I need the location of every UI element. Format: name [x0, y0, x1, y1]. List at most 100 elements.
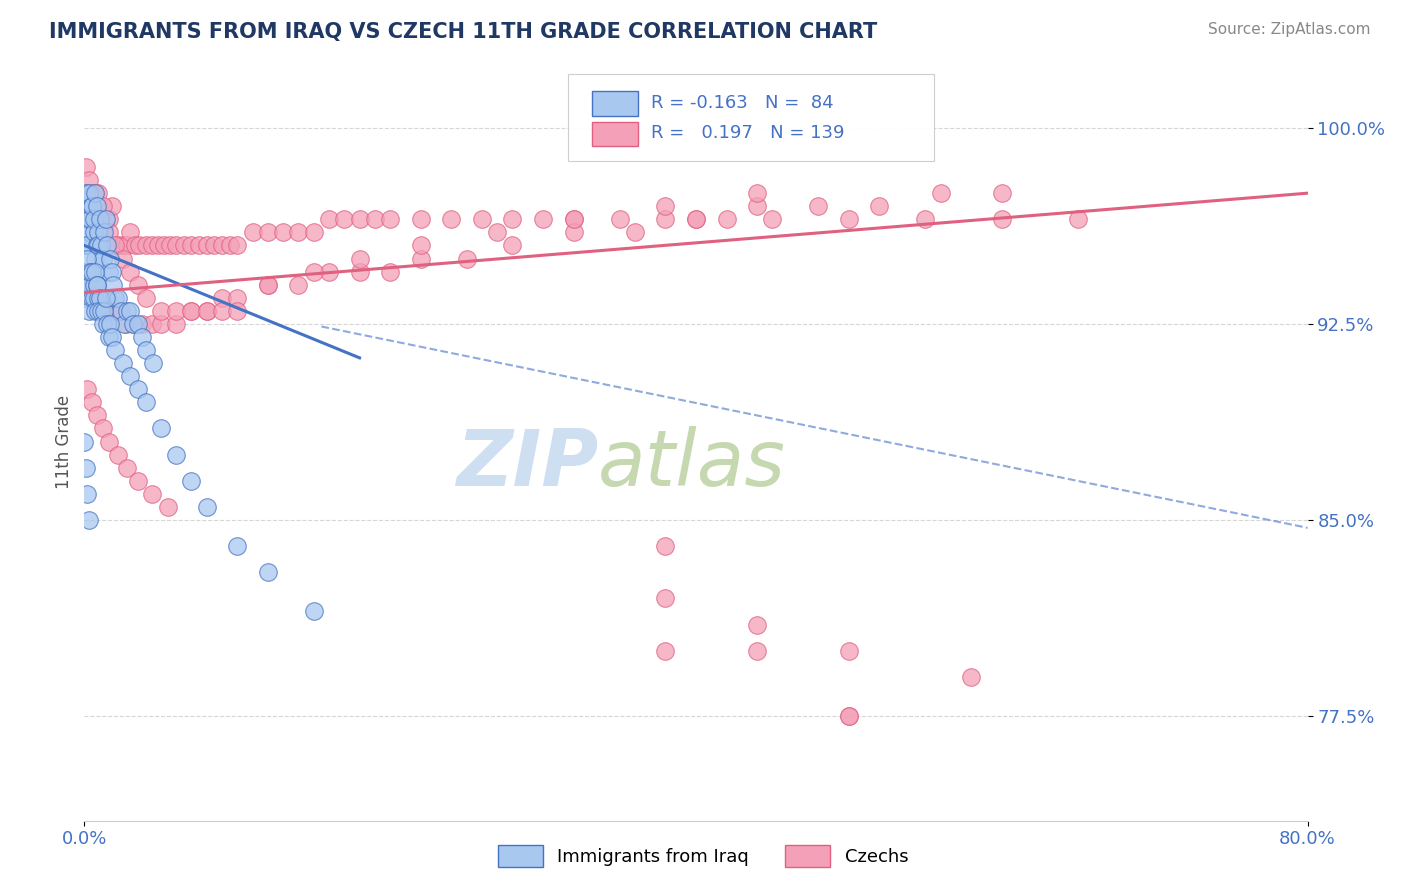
- Point: [84, 186, 107, 201]
- Point: [77, 303, 100, 318]
- Point: [80, 291, 103, 305]
- Point: [79, 212, 101, 227]
- Point: [97, 264, 120, 278]
- Point: [287, 226, 309, 240]
- Point: [153, 238, 176, 252]
- Point: [142, 356, 165, 370]
- Point: [716, 212, 738, 227]
- Point: [180, 303, 202, 318]
- Point: [531, 212, 554, 227]
- Point: [96, 238, 118, 252]
- Point: [135, 238, 157, 252]
- Point: [75, 212, 97, 227]
- Point: [90, 303, 112, 318]
- Point: [87, 226, 110, 240]
- Point: [94, 303, 117, 318]
- Point: [302, 226, 325, 240]
- Point: [80, 199, 103, 213]
- Point: [97, 434, 120, 449]
- Point: [1067, 212, 1090, 227]
- Point: [195, 303, 218, 318]
- Point: [96, 317, 118, 331]
- Legend: Immigrants from Iraq, Czechs: Immigrants from Iraq, Czechs: [491, 838, 915, 874]
- Point: [76, 382, 98, 396]
- Point: [75, 291, 97, 305]
- Point: [131, 330, 153, 344]
- Point: [685, 212, 707, 227]
- Point: [211, 291, 233, 305]
- Point: [960, 670, 983, 684]
- Point: [838, 709, 860, 723]
- Point: [122, 317, 145, 331]
- Point: [120, 226, 142, 240]
- Point: [86, 212, 108, 227]
- Point: [211, 238, 233, 252]
- Point: [120, 369, 142, 384]
- Point: [929, 186, 952, 201]
- Point: [654, 212, 676, 227]
- Point: [226, 291, 249, 305]
- Point: [747, 199, 769, 213]
- Point: [90, 238, 112, 252]
- Text: ZIP: ZIP: [456, 426, 598, 502]
- Point: [76, 487, 98, 501]
- Point: [165, 303, 187, 318]
- Point: [257, 277, 280, 292]
- Point: [89, 291, 111, 305]
- Point: [84, 303, 107, 318]
- Point: [76, 252, 98, 266]
- Point: [97, 330, 120, 344]
- Point: [79, 212, 101, 227]
- Point: [83, 199, 105, 213]
- Point: [869, 199, 891, 213]
- Point: [914, 212, 936, 227]
- Point: [107, 303, 129, 318]
- Point: [112, 317, 135, 331]
- Point: [287, 277, 309, 292]
- Text: Source: ZipAtlas.com: Source: ZipAtlas.com: [1208, 22, 1371, 37]
- Point: [122, 317, 145, 331]
- Point: [94, 212, 117, 227]
- Point: [77, 186, 100, 201]
- Point: [409, 252, 432, 266]
- Point: [97, 212, 120, 227]
- Point: [91, 421, 114, 435]
- Point: [502, 238, 524, 252]
- Point: [79, 277, 101, 292]
- Point: [349, 212, 371, 227]
- Point: [83, 291, 105, 305]
- Point: [195, 303, 218, 318]
- Point: [104, 238, 127, 252]
- Point: [226, 303, 249, 318]
- Point: [76, 199, 98, 213]
- Point: [165, 317, 187, 331]
- Point: [127, 382, 149, 396]
- Point: [654, 199, 676, 213]
- Point: [75, 460, 97, 475]
- Point: [226, 539, 249, 553]
- Point: [135, 395, 157, 409]
- Point: [84, 186, 107, 201]
- Point: [77, 513, 100, 527]
- Point: [624, 226, 647, 240]
- Point: [127, 277, 149, 292]
- Point: [84, 264, 107, 278]
- Point: [83, 277, 105, 292]
- Point: [165, 238, 187, 252]
- Point: [86, 409, 108, 423]
- Point: [111, 356, 134, 370]
- Point: [180, 474, 202, 488]
- Point: [838, 212, 860, 227]
- Point: [86, 199, 108, 213]
- FancyBboxPatch shape: [592, 121, 638, 145]
- Point: [838, 643, 860, 657]
- Point: [104, 238, 127, 252]
- Point: [79, 264, 101, 278]
- Point: [98, 252, 121, 266]
- Point: [218, 238, 240, 252]
- Point: [79, 277, 101, 292]
- Point: [135, 343, 157, 357]
- Point: [77, 264, 100, 278]
- Point: [747, 617, 769, 632]
- Point: [101, 330, 124, 344]
